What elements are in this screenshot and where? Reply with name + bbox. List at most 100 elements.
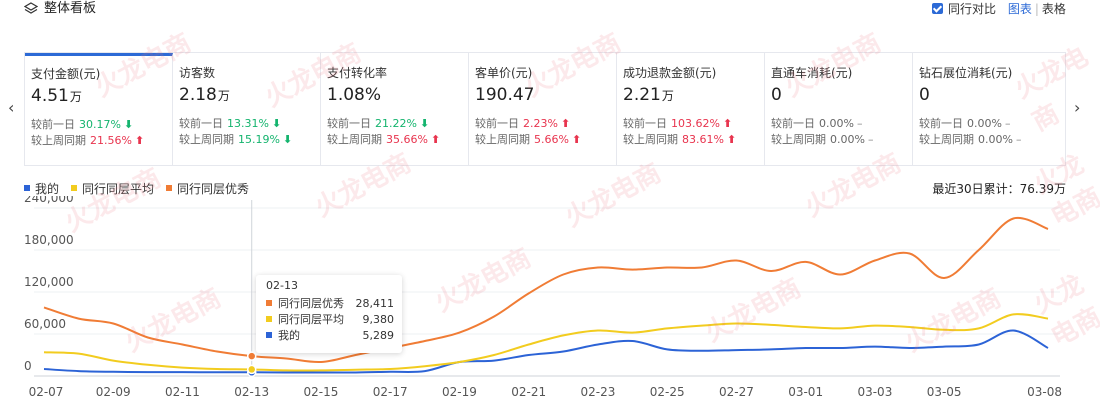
arrow-up-icon: ⬆: [726, 133, 737, 146]
metric-value: 4.51: [31, 86, 69, 106]
tooltip-swatch: [266, 316, 272, 322]
week-compare-pct: 15.19%: [238, 133, 280, 146]
arrow-up-icon: ⬆: [430, 133, 441, 146]
arrow-down-icon: ⬇: [271, 117, 282, 130]
day-compare-pct: 30.17%: [79, 118, 121, 131]
day-compare: 较前一日 21.22% ⬇: [327, 116, 468, 132]
metric-card[interactable]: 成功退款金额(元) 2.21万 较前一日 103.62% ⬆ 较上周同期 83.61% ⬆: [617, 53, 765, 165]
tooltip-swatch: [266, 300, 272, 306]
day-compare: 较前一日 30.17% ⬇: [31, 117, 172, 133]
page-title: 整体看板: [44, 1, 97, 16]
metric-value-wrap: 2.18万: [179, 84, 320, 107]
tooltip-date: 02-13: [266, 279, 298, 292]
metric-value-wrap: 0: [771, 84, 912, 107]
metric-unit: 万: [661, 89, 674, 103]
metric-unit: 万: [217, 89, 230, 103]
x-tick-label: 02-07: [29, 385, 64, 399]
week-compare-label: 较上周同期: [475, 133, 530, 146]
metric-value-wrap: 4.51万: [31, 85, 172, 108]
arrow-down-icon: ⬇: [123, 118, 134, 131]
day-compare: 较前一日 2.23% ⬆: [475, 116, 616, 132]
day-compare-pct: 2.23%: [523, 117, 558, 130]
series-line: [43, 329, 1049, 374]
legend-item[interactable]: 同行同层优秀: [166, 181, 249, 197]
highlight-point: [246, 351, 257, 361]
metric-name: 直通车消耗(元): [771, 66, 853, 80]
day-compare-pct: 21.22%: [375, 117, 417, 130]
tooltip-row: 同行同层平均 9,380: [266, 313, 394, 327]
week-compare-pct: 21.56%: [90, 134, 132, 147]
week-compare: 较上周同期 21.56% ⬆: [31, 133, 172, 149]
trend-chart: 0 60,000 120,000 180,000 240,000 02-07 02-09 02…: [24, 196, 1062, 399]
tooltip-series-name: 同行同层优秀: [278, 297, 344, 310]
tooltip-series-value: 5,289: [362, 329, 395, 342]
metric-comparisons: 较前一日 30.17% ⬇ 较上周同期 21.56% ⬆: [31, 117, 172, 149]
metric-value: 2.21: [623, 85, 661, 105]
next-arrow-icon[interactable]: ›: [1074, 98, 1081, 117]
week-compare-label: 较上周同期: [179, 133, 234, 146]
day-compare-label: 较前一日: [771, 117, 815, 130]
metric-card[interactable]: 支付金额(元) 4.51万 较前一日 30.17% ⬇ 较上周同期 21.56% ⬆: [25, 53, 173, 165]
week-compare-pct: 83.61%: [682, 133, 724, 146]
metric-comparisons: 较前一日 21.22% ⬇ 较上周同期 35.66% ⬆: [327, 116, 468, 148]
tooltip-series-value: 28,411: [355, 297, 395, 310]
day-compare-pct: 103.62%: [671, 117, 720, 130]
metric-value-wrap: 190.47: [475, 84, 616, 107]
metric-value-wrap: 1.08%: [327, 84, 468, 107]
y-tick-label: 120,000: [24, 275, 74, 289]
highlight-point: [246, 364, 257, 375]
day-compare: 较前一日 103.62% ⬆: [623, 116, 764, 132]
compare-label[interactable]: 同行对比: [948, 2, 997, 16]
metric-value: 2.18: [179, 85, 217, 105]
tooltip-series-name: 同行同层平均: [278, 313, 344, 326]
day-compare-label: 较前一日: [919, 117, 963, 130]
x-tick-label: 02-25: [650, 385, 685, 399]
chart-tooltip: 02-13 同行同层优秀 28,411 同行同层平均 9,380 我的 5,289: [256, 275, 402, 353]
week-compare-pct: 5.66%: [534, 133, 569, 146]
day-compare-label: 较前一日: [31, 118, 75, 131]
day-compare-label: 较前一日: [475, 117, 519, 130]
overview-header: 整体看板: [0, 0, 1100, 20]
x-tick-label: 03-03: [857, 385, 892, 399]
week-compare: 较上周同期 35.66% ⬆: [327, 132, 468, 148]
tooltip-swatch: [266, 332, 272, 338]
series-line: [43, 216, 1049, 364]
metric-card[interactable]: 直通车消耗(元) 0 较前一日 0.00% – 较上周同期 0.00% –: [765, 53, 913, 165]
metric-comparisons: 较前一日 13.31% ⬇ 较上周同期 15.19% ⬇: [179, 116, 320, 148]
legend-swatch: [24, 185, 30, 191]
flat-dash-icon: –: [856, 117, 863, 130]
week-compare-label: 较上周同期: [771, 133, 826, 146]
metric-card[interactable]: 访客数 2.18万 较前一日 13.31% ⬇ 较上周同期 15.19% ⬇: [173, 53, 321, 165]
x-tick-label: 03-05: [927, 385, 962, 399]
arrow-up-icon: ⬆: [560, 117, 571, 130]
metric-value: 0: [771, 85, 782, 105]
metric-card[interactable]: 客单价(元) 190.47 较前一日 2.23% ⬆ 较上周同期 5.66% ⬆: [469, 53, 617, 165]
compare-checkbox[interactable]: [932, 3, 943, 14]
legend-swatch: [166, 185, 173, 191]
prev-arrow-icon[interactable]: ‹: [8, 98, 15, 117]
table-view-link[interactable]: 表格: [1041, 2, 1066, 16]
week-compare: 较上周同期 83.61% ⬆: [623, 132, 764, 148]
week-compare: 较上周同期 5.66% ⬆: [475, 132, 616, 148]
metric-unit: 万: [69, 90, 82, 104]
metric-name: 访客数: [179, 66, 216, 80]
week-compare: 较上周同期 0.00% –: [771, 132, 912, 148]
x-tick-label: 03-01: [788, 385, 823, 399]
flat-dash-icon: –: [1004, 117, 1011, 130]
chart-view-link[interactable]: 图表: [1007, 2, 1032, 16]
metric-comparisons: 较前一日 0.00% – 较上周同期 0.00% –: [919, 116, 1061, 148]
metric-card[interactable]: 支付转化率 1.08% 较前一日 21.22% ⬇ 较上周同期 35.66% ⬆: [321, 53, 469, 165]
legend-label: 我的: [35, 182, 60, 196]
legend-item[interactable]: 同行同层平均: [71, 181, 154, 197]
x-tick-label: 02-17: [373, 385, 408, 399]
tooltip-row: 我的 5,289: [266, 329, 394, 343]
compare-controls: 同行对比 图表 | 表格: [932, 0, 1066, 18]
metric-card[interactable]: 钻石展位消耗(元) 0 较前一日 0.00% – 较上周同期 0.00% –: [913, 53, 1061, 165]
day-compare-pct: 0.00%: [967, 117, 1002, 130]
x-tick-label: 02-15: [304, 385, 339, 399]
y-tick-label: 60,000: [24, 317, 66, 331]
legend-label: 同行同层平均: [82, 182, 155, 196]
legend-item[interactable]: 我的: [24, 181, 59, 197]
week-compare-label: 较上周同期: [327, 133, 382, 146]
x-tick-label: 02-13: [234, 385, 269, 399]
